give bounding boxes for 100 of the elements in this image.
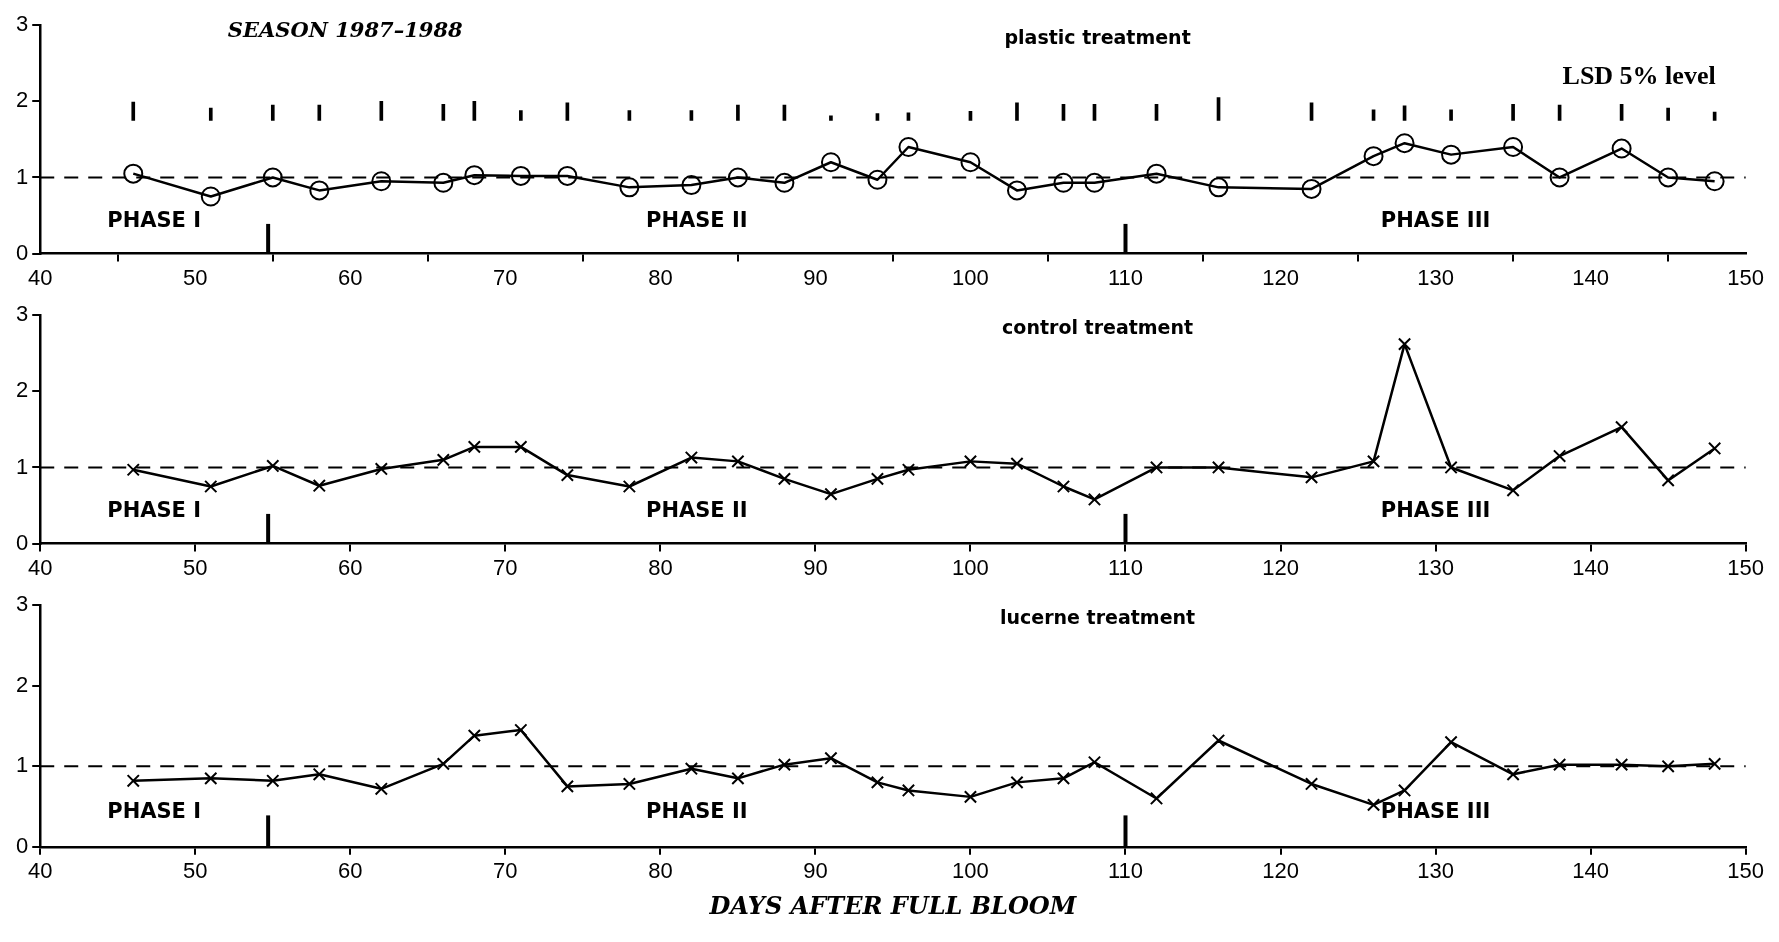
bar bbox=[131, 101, 136, 121]
annotation: PHASE III bbox=[1380, 799, 1491, 824]
point bbox=[1366, 454, 1381, 469]
point bbox=[123, 163, 144, 184]
point bbox=[1084, 172, 1105, 193]
point bbox=[1010, 775, 1024, 790]
annotation: PHASE I bbox=[107, 208, 202, 233]
bar bbox=[270, 104, 275, 121]
x-tick-label: 130 bbox=[1417, 264, 1454, 290]
x-tick-label: 80 bbox=[648, 554, 673, 580]
x-tick-label: 80 bbox=[648, 858, 673, 884]
x-tick-label: 150 bbox=[1727, 858, 1765, 884]
x-tick-label: 130 bbox=[1417, 554, 1454, 580]
x-tick-label: 110 bbox=[1107, 264, 1144, 290]
point bbox=[1552, 758, 1567, 772]
point bbox=[901, 463, 916, 477]
point bbox=[777, 758, 792, 772]
point bbox=[824, 487, 838, 501]
annotation: PHASE III bbox=[1380, 498, 1491, 523]
point bbox=[312, 479, 326, 493]
bar bbox=[906, 112, 911, 121]
y-tick-label: 3 bbox=[15, 591, 29, 617]
x-tick-label: 100 bbox=[952, 858, 989, 884]
point bbox=[1707, 757, 1722, 771]
point bbox=[1208, 177, 1229, 198]
point bbox=[1503, 137, 1524, 158]
point bbox=[126, 463, 140, 477]
point bbox=[1661, 759, 1675, 773]
point bbox=[514, 723, 528, 737]
point bbox=[1006, 180, 1027, 201]
x-tick-label: 40 bbox=[27, 264, 53, 290]
bar bbox=[208, 107, 213, 121]
annotation: PHASE II bbox=[646, 208, 748, 233]
bar bbox=[829, 115, 833, 121]
point bbox=[960, 152, 981, 173]
point bbox=[684, 450, 699, 465]
annotation: PHASE II bbox=[646, 498, 748, 523]
point bbox=[619, 177, 640, 198]
x-tick-label: 60 bbox=[338, 264, 363, 290]
point bbox=[1211, 460, 1226, 475]
x-tick-label: 90 bbox=[803, 858, 828, 884]
point bbox=[467, 729, 481, 743]
point bbox=[436, 453, 450, 467]
point bbox=[622, 479, 637, 494]
point bbox=[870, 472, 885, 486]
x-tick-label: 90 bbox=[803, 264, 828, 290]
point bbox=[1397, 337, 1412, 351]
x-tick-label: 140 bbox=[1572, 858, 1609, 884]
chart-title: plastic treatment bbox=[1004, 25, 1191, 48]
point bbox=[433, 172, 454, 193]
bar bbox=[519, 110, 523, 121]
annotation: SEASON 1987–1988 bbox=[227, 17, 464, 43]
point bbox=[1444, 735, 1458, 749]
point bbox=[774, 172, 795, 193]
point bbox=[312, 767, 326, 781]
point bbox=[126, 774, 140, 788]
point bbox=[1149, 460, 1164, 475]
point bbox=[727, 167, 748, 188]
y-tick-label: 1 bbox=[15, 453, 29, 479]
x-tick-label: 40 bbox=[27, 858, 53, 884]
y-tick-label: 3 bbox=[15, 11, 29, 37]
bar bbox=[1015, 102, 1019, 121]
point bbox=[266, 774, 280, 788]
point bbox=[901, 783, 916, 798]
annotation: PHASE III bbox=[1380, 208, 1491, 233]
bar bbox=[1666, 107, 1670, 121]
y-tick-label: 1 bbox=[15, 752, 29, 778]
y-tick-label: 0 bbox=[15, 239, 29, 265]
x-tick-label: 100 bbox=[952, 554, 989, 580]
point bbox=[266, 459, 280, 473]
point bbox=[514, 440, 528, 454]
point bbox=[1010, 457, 1024, 471]
point bbox=[1146, 163, 1167, 184]
point bbox=[820, 152, 841, 173]
point bbox=[464, 165, 485, 186]
point bbox=[867, 169, 888, 190]
annotation: PHASE I bbox=[107, 799, 202, 824]
point bbox=[1611, 138, 1632, 159]
chart-title: control treatment bbox=[1002, 315, 1194, 338]
point bbox=[898, 137, 919, 158]
point bbox=[309, 180, 330, 201]
point bbox=[557, 165, 578, 186]
x-axis-title: DAYS AFTER FULL BLOOM bbox=[708, 890, 1078, 920]
point bbox=[1552, 449, 1567, 463]
point bbox=[371, 171, 392, 192]
x-tick-label: 100 bbox=[952, 264, 989, 290]
point bbox=[1211, 733, 1226, 748]
point bbox=[731, 771, 745, 785]
x-tick-label: 150 bbox=[1727, 554, 1765, 580]
x-tick-label: 70 bbox=[493, 858, 518, 884]
point bbox=[467, 440, 481, 454]
point bbox=[684, 762, 699, 776]
point bbox=[510, 165, 531, 186]
y-tick-label: 0 bbox=[15, 529, 29, 555]
point bbox=[1149, 791, 1164, 806]
point bbox=[1304, 470, 1319, 485]
x-tick-label: 120 bbox=[1262, 264, 1299, 290]
point bbox=[1549, 167, 1570, 188]
point bbox=[824, 751, 838, 765]
x-tick-label: 50 bbox=[183, 858, 208, 884]
